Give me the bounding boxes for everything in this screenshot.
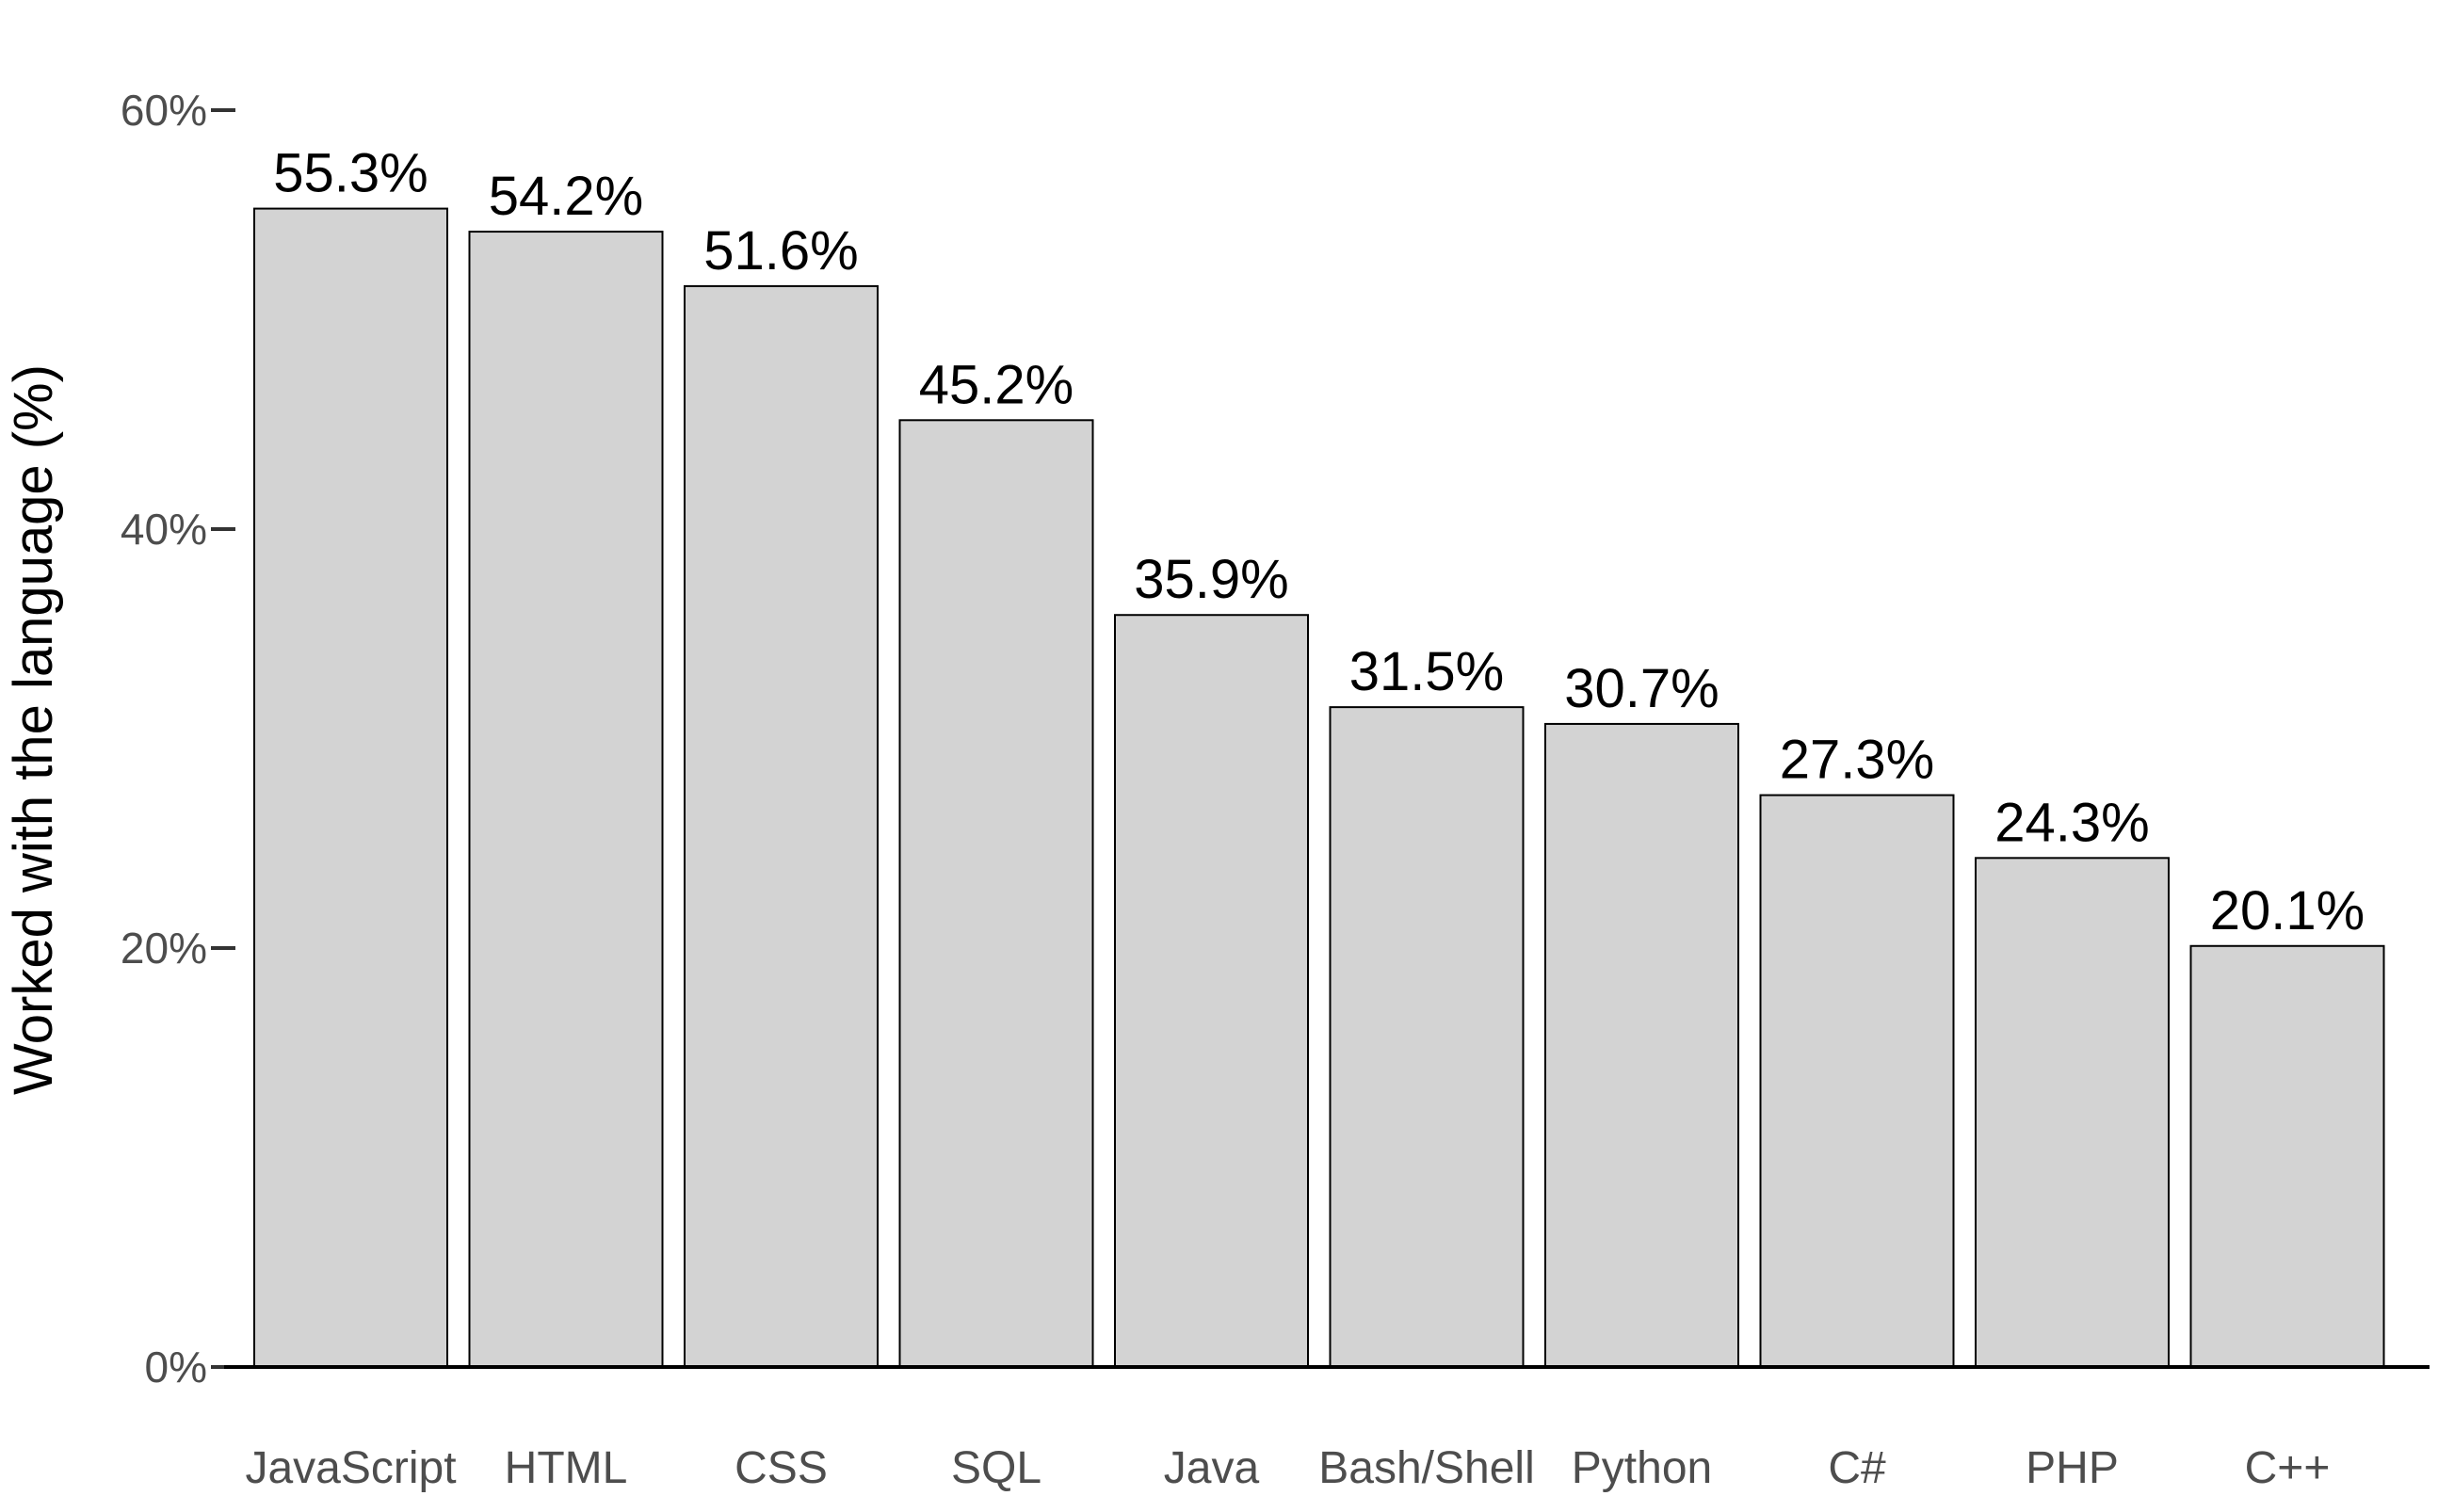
- data-label: 31.5%: [1349, 641, 1504, 702]
- y-tick-label: 0%: [145, 1343, 207, 1391]
- x-tick-label: Python: [1572, 1443, 1712, 1493]
- x-tick-label: C++: [2245, 1443, 2331, 1493]
- x-tick-label: CSS: [735, 1443, 828, 1493]
- data-label: 51.6%: [703, 220, 858, 281]
- y-axis-title: Worked with the language (%): [3, 364, 64, 1095]
- bar-css: [684, 284, 879, 1368]
- x-tick-label: C#: [1828, 1443, 1886, 1493]
- bar-c: [2189, 944, 2385, 1369]
- bar-javascript: [253, 207, 448, 1369]
- bars-layer: [253, 207, 2385, 1369]
- x-tick-label: Java: [1164, 1443, 1260, 1493]
- data-label: 54.2%: [489, 166, 643, 227]
- y-axis: 0% 20% 40% 60%: [121, 86, 2430, 1391]
- x-tick-label: JavaScript: [245, 1443, 456, 1493]
- y-tick-label: 40%: [121, 505, 207, 554]
- data-label: 35.9%: [1134, 549, 1288, 610]
- data-label: 55.3%: [273, 143, 428, 204]
- bar-sql: [898, 419, 1094, 1368]
- x-tick-label: SQL: [951, 1443, 1041, 1493]
- bar-python: [1544, 722, 1739, 1368]
- labels-layer: 55.3% JavaScript 54.2% HTML 51.6% CSS 45.2% SQL…: [245, 143, 2365, 1493]
- data-label: 24.3%: [1994, 792, 2149, 853]
- bar-c: [1759, 794, 1955, 1368]
- y-tick-label: 60%: [121, 86, 207, 135]
- bar-html: [468, 231, 664, 1368]
- data-label: 30.7%: [1564, 658, 1719, 719]
- bar-java: [1114, 614, 1309, 1368]
- x-tick-label: Bash/Shell: [1318, 1443, 1534, 1493]
- x-tick-label: PHP: [2026, 1443, 2119, 1493]
- data-label: 45.2%: [919, 354, 1074, 415]
- data-label: 20.1%: [2210, 880, 2365, 941]
- x-tick-label: HTML: [505, 1443, 628, 1493]
- data-label: 27.3%: [1780, 730, 1934, 791]
- bar-php: [1975, 857, 2170, 1368]
- y-tick-label: 20%: [121, 924, 207, 973]
- bar-bash-shell: [1329, 706, 1525, 1368]
